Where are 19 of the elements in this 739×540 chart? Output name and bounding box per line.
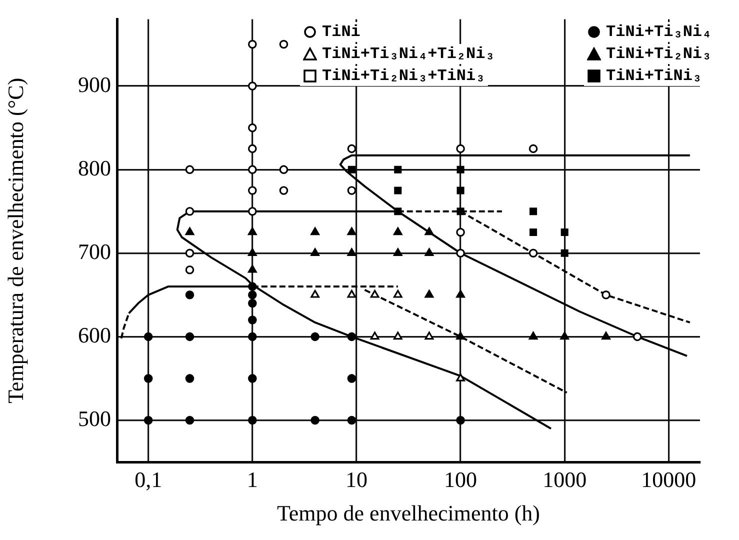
legend-label: TiNi+Ti₃Ni₄ [606,23,712,41]
y-tick-label: 700 [78,238,111,264]
y-tick-label: 600 [78,322,111,348]
x-tick-label: 1 [246,466,258,492]
legend-label: TiNi+Ti₂Ni₃ [606,45,712,63]
legend-label: TiNi+Ti₂Ni₃+TiNi₃ [322,67,486,85]
legend-label: TiNi+Ti₃Ni₄+Ti₂Ni₃ [322,45,495,63]
x-tick-label: 100 [444,466,478,492]
x-axis-title: Tempo de envelhecimento (h) [277,500,540,526]
y-tick-label: 500 [78,406,111,432]
x-tick-label: 10 [345,466,368,492]
y-tick-label: 900 [78,72,111,97]
y-axis-title: Temperatura de envelhecimento (°C) [2,78,28,404]
x-tick-label: 10000 [641,466,696,492]
y-tick-label: 800 [78,155,111,180]
x-tick-label: 1000 [542,466,587,492]
x-tick-label: 0,1 [134,466,162,492]
legend-label: TiNi+TiNi₃ [606,67,702,85]
legend-label: TiNi [322,23,360,41]
